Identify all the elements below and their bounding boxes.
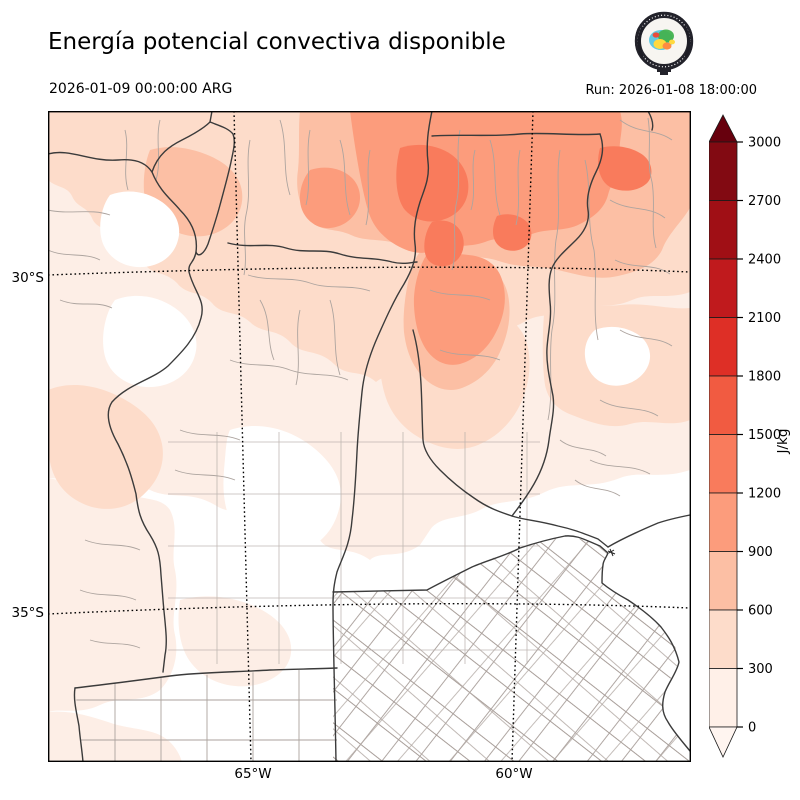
y-tick-35s: 35°S: [11, 605, 45, 621]
colorbar-svg: 3000 2700 2400 2100 1800 1500 1200 900 6…: [708, 114, 791, 758]
wrf-logo-emblem-icon: [634, 11, 694, 75]
colorbar-seg-900-1200: [708, 492, 738, 552]
map-panel: [48, 110, 691, 762]
cbar-label-0: 0: [748, 721, 756, 736]
department-boundaries-layer: [48, 117, 690, 762]
colorbar: 3000 2700 2400 2100 1800 1500 1200 900 6…: [708, 111, 800, 762]
colorbar-ticks: [737, 141, 743, 728]
colorbar-seg-0-300: [708, 668, 738, 728]
colorbar-segments: [708, 114, 738, 758]
colorbar-over-arrow: [708, 114, 738, 143]
valid-time-label: 2026-01-09 00:00:00 ARG: [49, 81, 233, 97]
cbar-label-2400: 2400: [748, 253, 781, 268]
cbar-label-1500: 1500: [748, 428, 781, 443]
run-time-label: Run: 2026-01-08 18:00:00: [585, 83, 757, 98]
colorbar-seg-2100-2400: [708, 258, 738, 318]
colorbar-seg-300-600: [708, 609, 738, 669]
colorbar-tick-labels: 3000 2700 2400 2100 1800 1500 1200 900 6…: [748, 136, 781, 736]
y-tick-30s: 30°S: [11, 270, 45, 286]
cbar-label-600: 600: [748, 604, 773, 619]
x-tick-65w: 65°W: [234, 766, 272, 782]
colorbar-unit-label: J/kg: [775, 429, 791, 455]
cbar-label-3000: 3000: [748, 136, 781, 151]
cbar-label-1200: 1200: [748, 487, 781, 502]
cbar-label-300: 300: [748, 662, 773, 677]
x-tick-60w: 60°W: [495, 766, 533, 782]
page-title: Energía potencial convectiva disponible: [48, 29, 506, 55]
cape-map: [48, 110, 691, 762]
map-frame: [48, 110, 691, 762]
graticule-layer: [48, 111, 691, 762]
province-borders-layer: [48, 111, 691, 762]
cbar-label-900: 900: [748, 545, 773, 560]
colorbar-under-arrow: [708, 726, 738, 758]
colorbar-seg-2400-2700: [708, 200, 738, 260]
colorbar-seg-600-900: [708, 551, 738, 611]
colorbar-seg-1200-1500: [708, 434, 738, 494]
cbar-label-2100: 2100: [748, 311, 781, 326]
colorbar-seg-1500-1800: [708, 375, 738, 435]
colorbar-seg-2700-3000: [708, 141, 738, 201]
cbar-label-2700: 2700: [748, 194, 781, 209]
buenos-aires-city-marker: [607, 548, 616, 557]
wrf-logo: Grupo de Usuarios WRF: [630, 6, 796, 78]
cbar-label-1800: 1800: [748, 370, 781, 385]
colorbar-seg-1800-2100: [708, 317, 738, 377]
